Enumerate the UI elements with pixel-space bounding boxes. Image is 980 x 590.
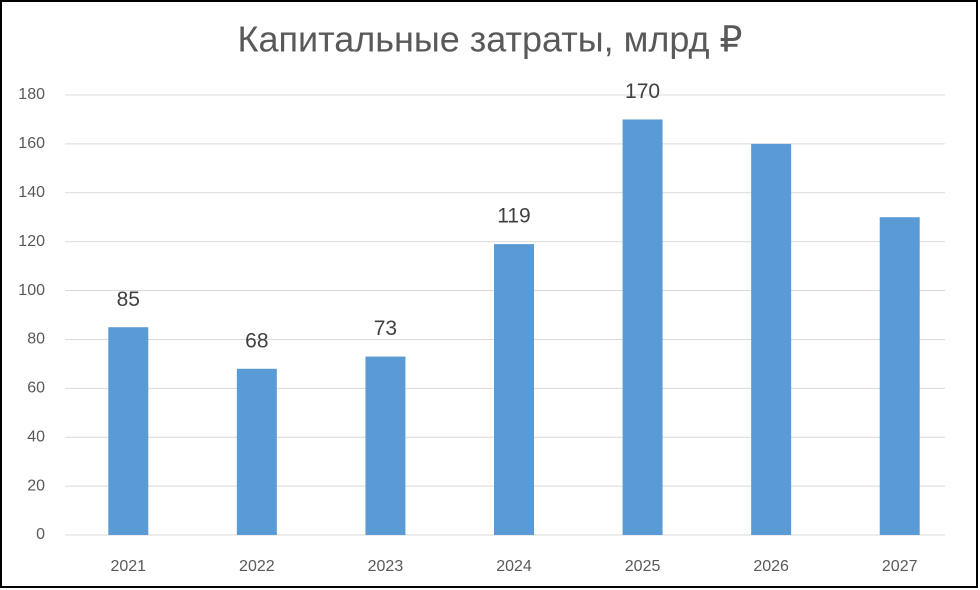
bar xyxy=(108,327,149,535)
bar xyxy=(622,119,663,535)
y-tick-label: 120 xyxy=(18,233,45,250)
x-tick-label: 2023 xyxy=(368,558,404,575)
y-tick-label: 80 xyxy=(27,331,45,348)
bar xyxy=(751,143,792,535)
bar xyxy=(365,356,406,535)
y-tick-label: 20 xyxy=(27,477,45,494)
y-tick-label: 0 xyxy=(36,526,45,543)
data-label: 85 xyxy=(117,288,140,311)
x-tick-label: 2021 xyxy=(110,558,146,575)
bar xyxy=(236,368,277,535)
data-label: 73 xyxy=(374,317,397,340)
bar xyxy=(879,217,920,535)
y-tick-label: 160 xyxy=(18,135,45,152)
chart-title: Капитальные затраты, млрд ₽ xyxy=(238,19,743,60)
data-label: 119 xyxy=(497,205,530,228)
x-tick-label: 2026 xyxy=(753,558,789,575)
y-tick-label: 60 xyxy=(27,380,45,397)
x-tick-label: 2024 xyxy=(496,558,532,575)
x-tick-label: 2027 xyxy=(882,558,918,575)
data-label: 170 xyxy=(625,80,660,103)
x-tick-label: 2022 xyxy=(239,558,275,575)
data-label: 68 xyxy=(245,329,268,352)
y-tick-label: 180 xyxy=(18,86,45,103)
bar xyxy=(494,244,534,535)
y-tick-label: 40 xyxy=(27,428,45,445)
y-tick-label: 140 xyxy=(18,184,45,201)
y-tick-label: 100 xyxy=(18,282,45,299)
x-tick-label: 2025 xyxy=(625,558,661,575)
